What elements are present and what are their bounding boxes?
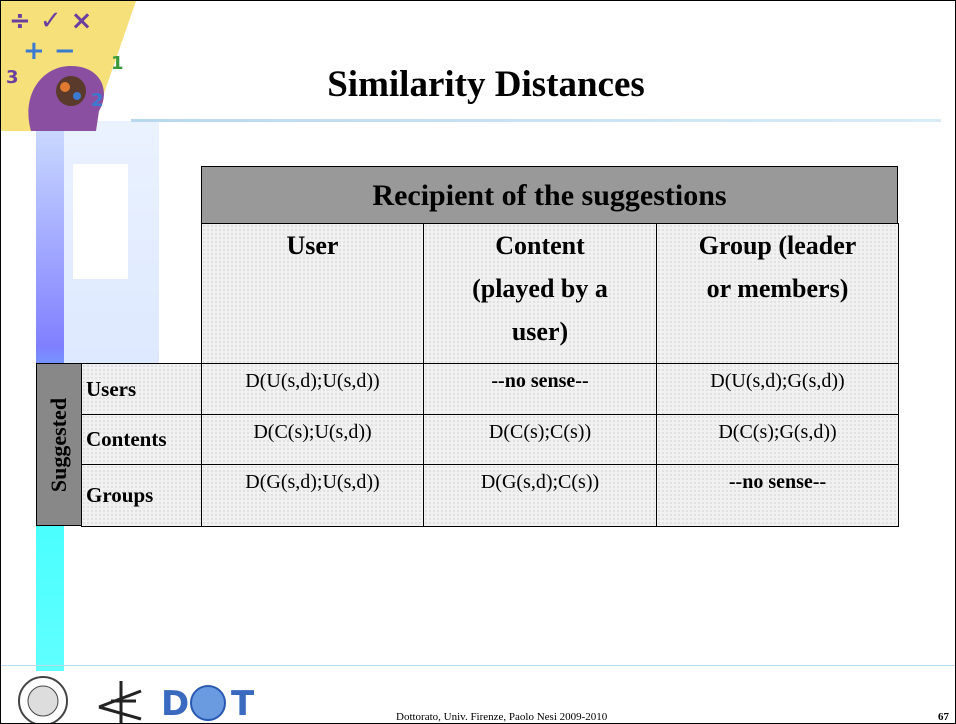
footer-rule <box>1 665 955 666</box>
slide-title: Similarity Distances <box>327 64 645 105</box>
table-cell: --no sense-- <box>423 363 657 415</box>
table-cell: D(U(s,d);G(s,d)) <box>656 363 899 415</box>
logo-letter: D <box>161 684 189 723</box>
column-header: User <box>201 223 424 364</box>
table-cell: D(C(s);G(s,d)) <box>656 414 899 465</box>
table-cell: D(U(s,d);U(s,d)) <box>201 363 424 415</box>
row-header: Groups <box>81 464 202 527</box>
table-cell: D(C(s);C(s)) <box>423 414 657 465</box>
row-header: Users <box>81 363 202 415</box>
row-header: Contents <box>81 414 202 465</box>
svg-text:+ −: + − <box>23 36 76 66</box>
footer-logos: D T <box>18 676 255 723</box>
svg-text:2: 2 <box>91 90 104 111</box>
table-cell: --no sense-- <box>656 464 899 527</box>
footer-text: Dottorato, Univ. Firenze, Paolo Nesi 200… <box>396 711 608 723</box>
svg-text:÷ ✓ ×: ÷ ✓ × <box>9 6 92 36</box>
page-number: 67 <box>938 711 949 723</box>
math-icon: ÷ ✓ × + − 3 1 2 <box>1 1 136 131</box>
table-cell: D(G(s,d);U(s,d)) <box>201 464 424 527</box>
row-group-text: Suggested <box>46 397 71 492</box>
title-rule <box>131 119 941 122</box>
deco-bar <box>73 164 128 279</box>
row-group-label: Suggested <box>36 363 82 526</box>
table-cell: D(C(s);U(s,d)) <box>201 414 424 465</box>
table-header: Recipient of the suggestions <box>201 166 898 224</box>
svg-text:1: 1 <box>111 53 124 74</box>
logo-letter: T <box>231 684 255 723</box>
column-header: Content (played by a user) <box>423 223 657 364</box>
table-cell: D(G(s,d);C(s)) <box>423 464 657 527</box>
svg-text:3: 3 <box>6 67 19 88</box>
column-header: Group (leader or members) <box>656 223 899 364</box>
